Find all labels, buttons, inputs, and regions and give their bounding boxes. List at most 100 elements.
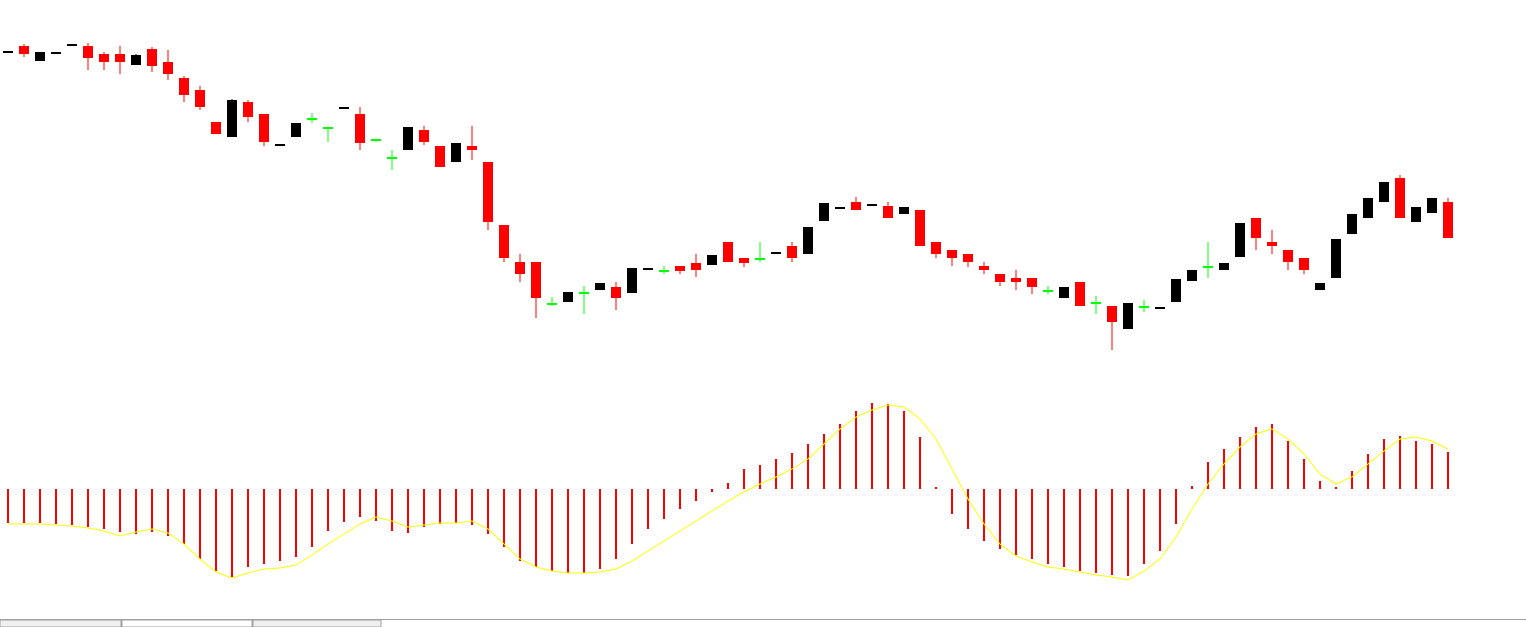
candle-body	[1315, 283, 1325, 290]
candle-body	[131, 55, 141, 65]
candle-body	[163, 62, 173, 74]
histogram-bar	[311, 489, 313, 547]
histogram-bar	[23, 489, 25, 523]
candle-body	[755, 258, 765, 260]
histogram-bar	[1047, 489, 1049, 564]
histogram-bar	[679, 489, 681, 509]
histogram-bar	[1175, 489, 1177, 524]
histogram-bar	[1111, 489, 1113, 575]
candle-body	[867, 204, 877, 206]
histogram-bar	[583, 489, 585, 573]
histogram-bar	[1159, 489, 1161, 551]
histogram-bar	[871, 403, 873, 489]
tab[interactable]	[0, 619, 122, 627]
candle-body	[211, 122, 221, 134]
candle-body	[611, 287, 621, 298]
histogram-bar	[423, 489, 425, 527]
candle-body	[1027, 278, 1037, 287]
histogram-bar	[807, 444, 809, 489]
histogram-bar	[823, 434, 825, 489]
candle-body	[371, 139, 381, 141]
histogram-bar	[1447, 452, 1449, 489]
histogram-bar	[1031, 489, 1033, 559]
candle-body	[531, 262, 541, 298]
histogram-bar	[1399, 436, 1401, 489]
histogram-bar	[983, 489, 985, 541]
candle-body	[435, 146, 445, 167]
candle-body	[979, 266, 989, 270]
tab[interactable]	[121, 619, 253, 627]
histogram-bar	[103, 489, 105, 529]
candle-body	[1443, 202, 1453, 238]
histogram-bar	[375, 489, 377, 521]
histogram-bar	[1431, 444, 1433, 489]
candle-body	[1203, 266, 1213, 268]
histogram-bar	[743, 469, 745, 489]
candle-body	[835, 207, 845, 209]
candle-body	[19, 46, 29, 54]
candle-body	[563, 292, 573, 302]
histogram-bar	[599, 489, 601, 569]
candle-body	[819, 203, 829, 221]
candle-body	[931, 242, 941, 254]
candle-body	[3, 51, 13, 53]
candle-body	[579, 292, 589, 294]
candle-body	[83, 46, 93, 58]
candle-body	[1075, 282, 1085, 306]
histogram-bar	[167, 489, 169, 536]
histogram-bar	[1223, 449, 1225, 489]
histogram-bar	[1335, 487, 1337, 489]
histogram-bar	[263, 489, 265, 564]
candle-body	[515, 262, 525, 274]
histogram-bar	[1063, 489, 1065, 567]
histogram-bar	[1351, 471, 1353, 489]
tab[interactable]	[252, 619, 382, 627]
candle-body	[915, 210, 925, 246]
candle-body	[67, 44, 77, 46]
candle-body	[883, 206, 893, 218]
candle-body	[851, 202, 861, 210]
candle-body	[1043, 290, 1053, 292]
histogram-bar	[439, 489, 441, 524]
histogram-bar	[967, 489, 969, 529]
histogram-bar	[887, 404, 889, 489]
candle-body	[1171, 279, 1181, 302]
histogram-bar	[695, 489, 697, 501]
histogram-bar	[1303, 459, 1305, 489]
histogram-bar	[199, 489, 201, 559]
histogram-bar	[247, 489, 249, 567]
histogram-bar	[279, 489, 281, 561]
signal-line	[8, 404, 1449, 581]
histogram-bar	[1383, 439, 1385, 489]
candle-body	[739, 258, 749, 263]
histogram-bar	[295, 489, 297, 557]
candle-body	[963, 254, 973, 262]
candle-body	[643, 268, 653, 270]
candle-body	[771, 252, 781, 254]
candle-body	[483, 162, 493, 222]
candle-body	[1267, 242, 1277, 246]
histogram-bar	[1015, 489, 1017, 555]
histogram-bar	[663, 489, 665, 519]
histogram-bar	[903, 411, 905, 489]
candle-body	[259, 114, 269, 142]
candle-body	[339, 107, 349, 109]
histogram-bar	[359, 489, 361, 517]
candle-body	[547, 303, 557, 305]
histogram-bar	[135, 489, 137, 534]
histogram-bar	[1319, 481, 1321, 489]
candle-body	[35, 52, 45, 61]
histogram-bar	[1207, 462, 1209, 489]
histogram-bar	[7, 489, 9, 523]
candle-body	[115, 54, 125, 62]
histogram-bar	[71, 489, 73, 525]
histogram-bar	[615, 489, 617, 559]
histogram-bar	[1255, 427, 1257, 489]
histogram-bar	[551, 489, 553, 571]
candle-body	[1411, 207, 1421, 222]
candle-body	[355, 114, 365, 143]
candle-body	[227, 100, 237, 137]
